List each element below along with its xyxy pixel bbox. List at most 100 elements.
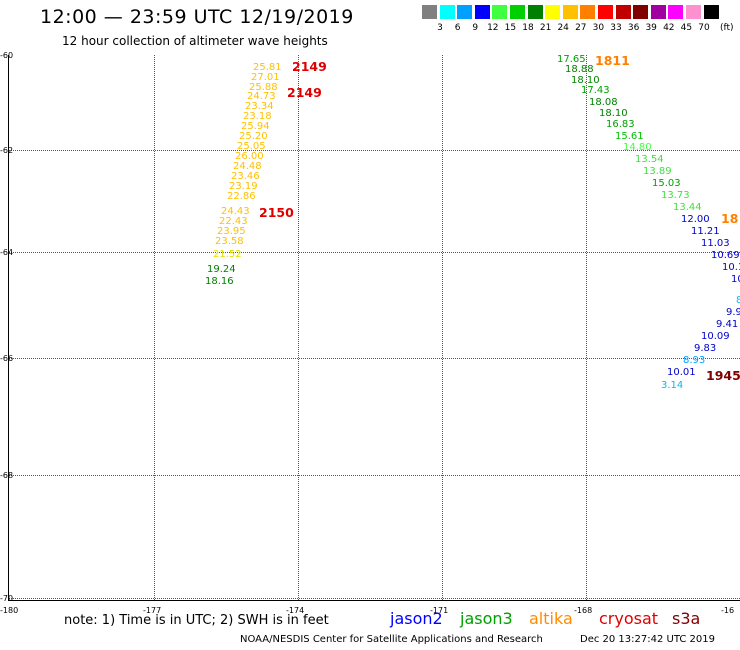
legend-tick-label: 12: [487, 23, 499, 33]
wave-height-label: 27.01: [251, 72, 280, 83]
pass-time-label: 2150: [259, 205, 294, 220]
legend-tick-label: 39: [645, 23, 657, 33]
legend-swatch: [510, 5, 525, 19]
wave-height-label: 13.54: [635, 154, 664, 165]
wave-height-label: 23.95: [217, 226, 246, 237]
legend-tick-label: 70: [698, 23, 710, 33]
legend-tick-label: 24: [557, 23, 569, 33]
pass-time-label: 2149: [292, 59, 327, 74]
wave-height-label: 23.34: [245, 101, 274, 112]
wave-height-label: 9.41: [716, 319, 739, 330]
wave-height-label: 13.89: [643, 166, 672, 177]
latitude-gridline: [9, 252, 740, 253]
legend-tick-label: 36: [627, 23, 640, 33]
wave-height-label: 25.81: [253, 62, 282, 73]
wave-height-label: 12.00: [681, 214, 710, 225]
x-tick-label: -168: [574, 606, 593, 615]
wave-height-label: 9.9: [726, 307, 740, 318]
y-tick-label: -70: [0, 594, 14, 603]
map-title: 12:00 — 23:59 UTC 12/19/2019: [40, 6, 354, 28]
wave-height-label: 17.43: [581, 85, 610, 96]
sat-label-altika: altika: [529, 609, 573, 628]
wave-height-label: 10.69: [711, 250, 740, 261]
wave-height-label: 22.43: [219, 216, 248, 227]
legend-tick-label: 6: [454, 23, 461, 33]
sat-label-s3a: s3a: [672, 609, 701, 628]
note-text: note: 1) Time is in UTC; 2) SWH is in fe…: [64, 613, 329, 628]
legend-swatch: [527, 5, 543, 19]
wave-height-label: 22.86: [227, 191, 256, 202]
wave-height-label: 24.48: [233, 161, 262, 172]
x-tick-label: -16: [721, 606, 735, 615]
longitude-gridline: [154, 55, 155, 600]
wave-height-label: 18.08: [589, 97, 618, 108]
legend-swatch: [650, 5, 666, 19]
map-plot-area: 25.81 27.01 25.88 24.73 23.34 23.18 25.94 25.20…: [8, 55, 740, 601]
legend-swatch: [633, 5, 649, 19]
legend-tick-label: 42: [663, 23, 675, 33]
legend-swatch: [615, 5, 631, 19]
wave-height-label: 15.61: [615, 131, 644, 142]
legend-swatch: [439, 5, 455, 19]
longitude-gridline: [586, 55, 587, 600]
map-subtitle: 12 hour collection of altimeter wave hei…: [62, 34, 328, 48]
wave-height-label: 18.16: [205, 276, 234, 287]
longitude-gridline: [298, 55, 299, 600]
legend-swatch: [562, 5, 578, 19]
legend-tick-label: 27: [575, 23, 587, 33]
latitude-gridline: [9, 150, 740, 151]
legend-tick-label: 15: [504, 23, 517, 33]
latitude-gridline: [9, 598, 740, 599]
legend-swatch: [580, 5, 596, 19]
wave-height-label: 10.1: [722, 262, 740, 273]
wave-height-label: 25.88: [249, 82, 278, 93]
wave-height-label: 18.88: [565, 64, 594, 75]
wave-height-label: 26.00: [235, 151, 264, 162]
wave-height-label: 18.10: [571, 75, 600, 86]
x-tick-label: -171: [430, 606, 449, 615]
x-tick-label: -180: [0, 606, 19, 615]
wave-height-label: 10.09: [701, 331, 730, 342]
y-tick-label: -68: [0, 471, 14, 480]
wave-height-label: 18.10: [599, 108, 628, 119]
wave-height-label: 25.94: [241, 121, 270, 132]
wave-height-label: 15.03: [652, 178, 681, 189]
legend-swatch: [457, 5, 473, 19]
wave-height-label: 8.93: [683, 355, 706, 366]
legend-swatch: [686, 5, 701, 19]
wave-height-label: 24.43: [221, 206, 250, 217]
legend-swatch: [545, 5, 561, 19]
timestamp-text: Dec 20 13:27:42 UTC 2019: [580, 634, 715, 645]
wave-height-label: 16.83: [606, 119, 635, 130]
x-tick-label: -177: [143, 606, 162, 615]
wave-height-label: 13.73: [661, 190, 690, 201]
pass-time-label: 18: [721, 211, 739, 226]
sat-label-jason3: jason3: [460, 609, 513, 628]
wave-height-label: 24.73: [247, 91, 276, 102]
longitude-gridline: [442, 55, 443, 600]
wave-height-label: 3.14: [661, 380, 684, 391]
y-tick-label: -64: [0, 248, 14, 257]
wave-height-label: 10: [731, 274, 740, 285]
wave-height-label: 25.20: [239, 131, 268, 142]
wave-height-label: 10.01: [667, 367, 696, 378]
x-tick-label: -174: [286, 606, 305, 615]
legend-tick-label: 3: [437, 23, 443, 33]
latitude-gridline: [9, 475, 740, 476]
legend-tick-label: 45: [680, 23, 693, 33]
legend-tick-label: 9: [472, 23, 479, 33]
wave-height-label: 21.52: [213, 249, 242, 260]
wave-height-label: 23.46: [231, 171, 260, 182]
latitude-gridline: [9, 358, 740, 359]
legend-swatch: [668, 5, 684, 19]
wave-height-label: 11.21: [691, 226, 720, 237]
y-tick-label: -62: [0, 146, 14, 155]
sat-label-cryosat: cryosat: [599, 609, 659, 628]
legend-tick-label: 18: [522, 23, 534, 33]
wave-height-label: 23.18: [243, 111, 272, 122]
legend-swatch: [422, 5, 437, 19]
y-tick-label: -66: [0, 354, 14, 363]
legend-swatch: [598, 5, 613, 19]
legend-tick-label: 33: [610, 23, 622, 33]
wave-height-label: 13.44: [673, 202, 702, 213]
